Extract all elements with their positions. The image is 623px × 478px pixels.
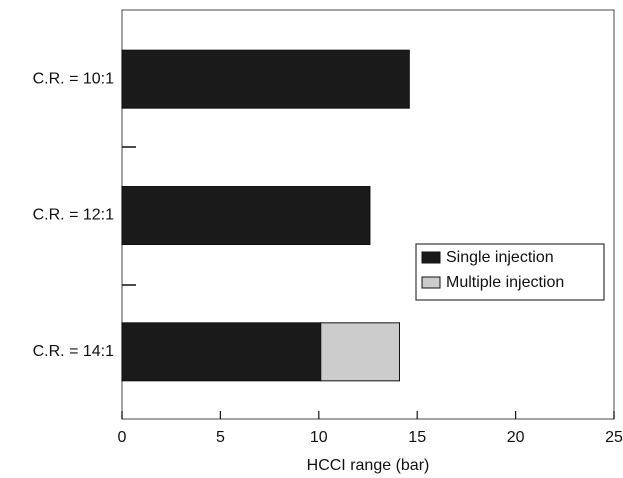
x-axis-label: HCCI range (bar)	[307, 457, 430, 474]
legend-label: Multiple injection	[446, 274, 564, 291]
y-tick-label: C.R. = 12:1	[33, 207, 114, 224]
x-tick-label: 0	[118, 429, 127, 446]
x-tick-label: 15	[408, 429, 426, 446]
bar-segment	[121, 49, 410, 109]
x-tick-label: 20	[507, 429, 525, 446]
x-tick-label: 10	[310, 429, 328, 446]
x-tick-label: 25	[605, 429, 623, 446]
legend-swatch	[421, 276, 441, 289]
legend-label: Single injection	[446, 249, 554, 266]
y-tick-label: C.R. = 10:1	[33, 70, 114, 87]
legend-swatch	[421, 251, 441, 264]
legend-box	[415, 243, 605, 301]
bar-segment	[121, 186, 371, 245]
bar-segment	[121, 322, 322, 382]
x-tick-label: 5	[216, 429, 225, 446]
bar-segment	[320, 322, 400, 382]
y-tick-label: C.R. = 14:1	[33, 343, 114, 360]
